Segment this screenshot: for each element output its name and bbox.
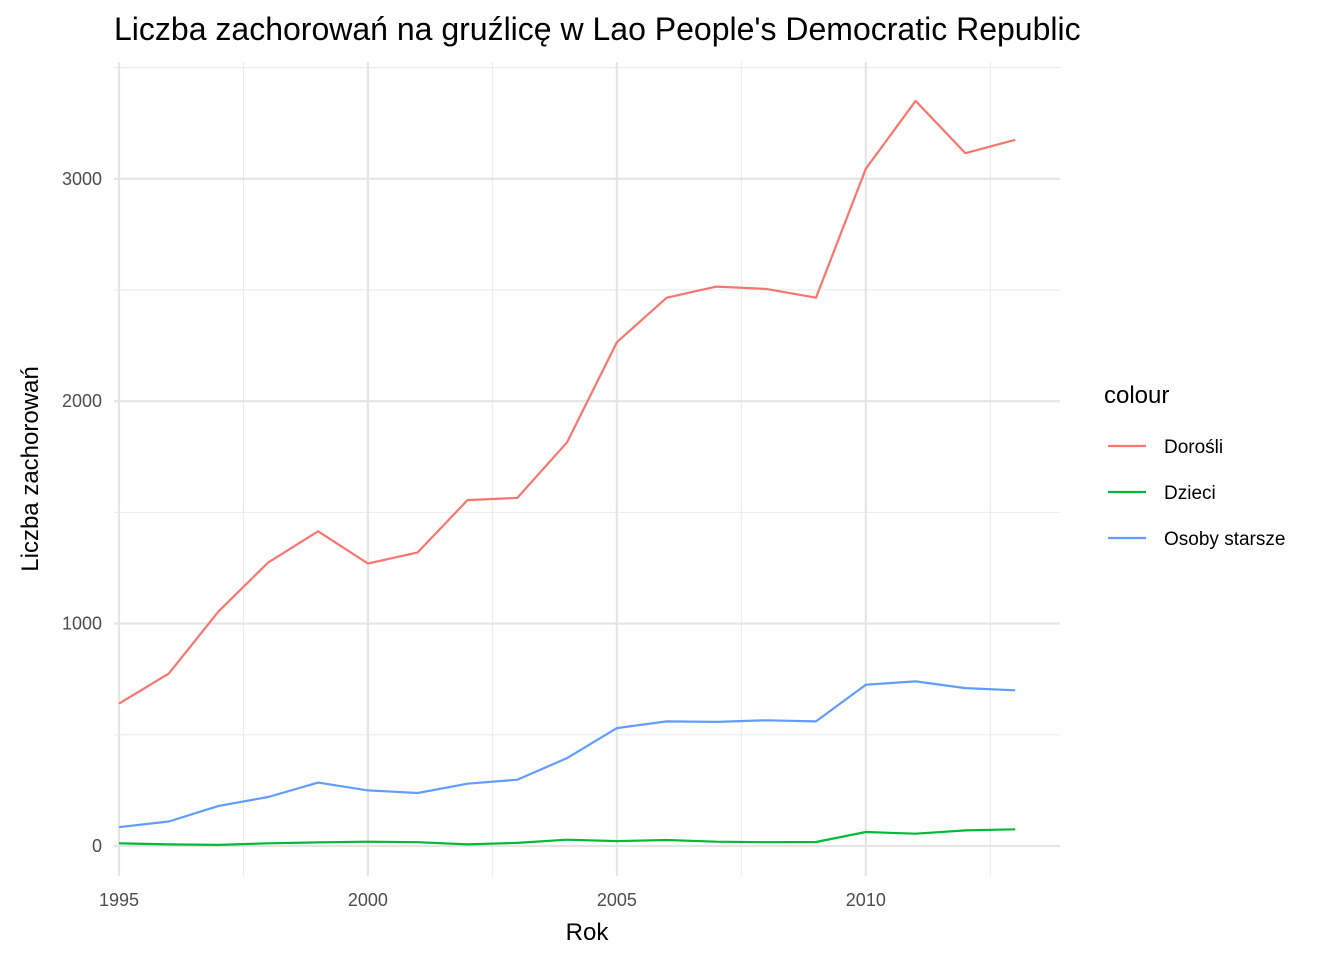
legend-label: Dorośli (1164, 437, 1223, 458)
legend-label: Dzieci (1164, 483, 1216, 504)
y-tick-label: 1000 (62, 614, 102, 634)
major-gridlines (114, 62, 1060, 876)
series-line-osoby-starsze (118, 680, 1016, 829)
x-tick-label: 1995 (99, 890, 139, 910)
legend-title: colour (1104, 382, 1169, 409)
x-tick-label: 2005 (597, 890, 637, 910)
x-axis-ticks: 1995 2000 2005 2010 (99, 890, 886, 910)
legend-items: Dorośli Dzieci Osoby starsze (1108, 437, 1285, 550)
chart-title: Liczba zachorowań na gruźlicę w Lao Peop… (114, 11, 1081, 47)
y-tick-label: 2000 (62, 391, 102, 411)
series-lines (118, 99, 1016, 847)
x-tick-label: 2000 (348, 890, 388, 910)
y-axis-title: Liczba zachorowań (17, 366, 44, 571)
x-axis-title: Rok (566, 919, 610, 946)
x-tick-label: 2010 (846, 890, 886, 910)
y-tick-label: 0 (92, 836, 102, 856)
legend-label: Osoby starsze (1164, 529, 1285, 550)
minor-gridlines (114, 62, 1060, 876)
series-line-doro-li (118, 99, 1016, 705)
y-tick-label: 3000 (62, 169, 102, 189)
legend: colour Dorośli Dzieci Osoby starsze (1104, 382, 1285, 550)
series-line-dzieci (118, 828, 1016, 847)
y-axis-ticks: 0 1000 2000 3000 (62, 169, 102, 856)
